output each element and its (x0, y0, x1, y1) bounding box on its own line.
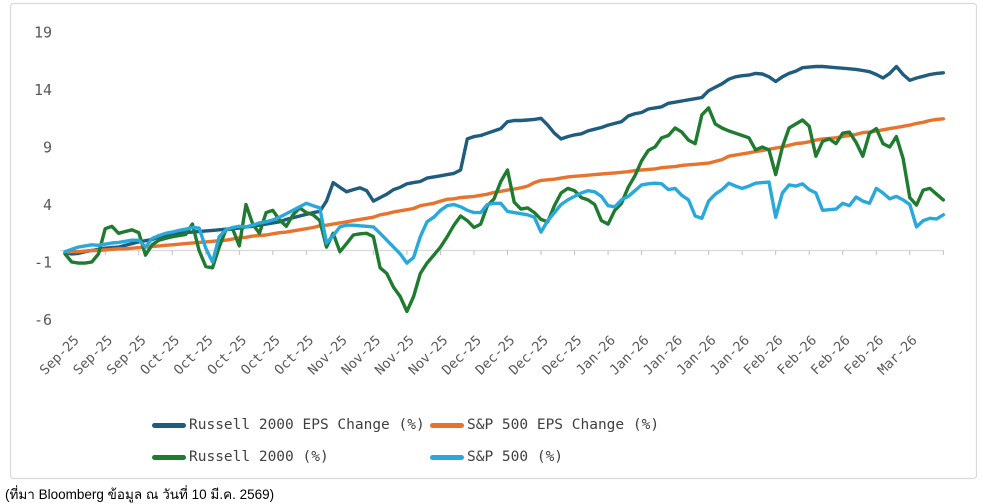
legend-label: Russell 2000 EPS Change (%) (189, 417, 425, 433)
legend-swatch-sp-500 (430, 454, 464, 460)
legend-swatch-russell-2000-eps-change (152, 422, 186, 428)
legend-item-russell-2000-eps-change: Russell 2000 EPS Change (%) (152, 417, 425, 433)
y-axis-label: 19 (34, 24, 52, 42)
legend-label: S&P 500 EPS Change (%) (467, 417, 660, 433)
legend-swatch-russell-2000 (152, 454, 186, 460)
source-note: (ที่มา Bloomberg ข้อมูล ณ วันที่ 10 มี.ค… (5, 487, 275, 502)
y-axis-label: -6 (34, 311, 52, 329)
legend-item-sp-500-eps-change: S&P 500 EPS Change (%) (430, 417, 659, 433)
y-axis-label: 14 (34, 81, 52, 99)
axis-layer: 191494-1-6Sep-25Sep-25Sep-25Oct-25Oct-25… (34, 24, 944, 378)
legend-label: Russell 2000 (%) (189, 449, 329, 465)
legend-item-russell-2000: Russell 2000 (%) (152, 449, 329, 465)
legend-swatch-sp-500-eps-change (430, 422, 464, 428)
series-line-russell-2000 (63, 106, 945, 314)
legend-label: S&P 500 (%) (467, 449, 564, 465)
series-line-sp-500-eps-change (63, 117, 945, 254)
series-layer (63, 64, 945, 314)
chart-card-border (9, 2, 978, 480)
y-axis-label: 9 (43, 139, 52, 157)
series-line-russell-2000-eps-change (63, 64, 945, 256)
legend-item-sp-500: S&P 500 (%) (430, 449, 563, 465)
series-line-sp-500 (63, 180, 945, 265)
y-axis-label: 4 (43, 196, 52, 214)
y-axis-label: -1 (34, 254, 52, 272)
